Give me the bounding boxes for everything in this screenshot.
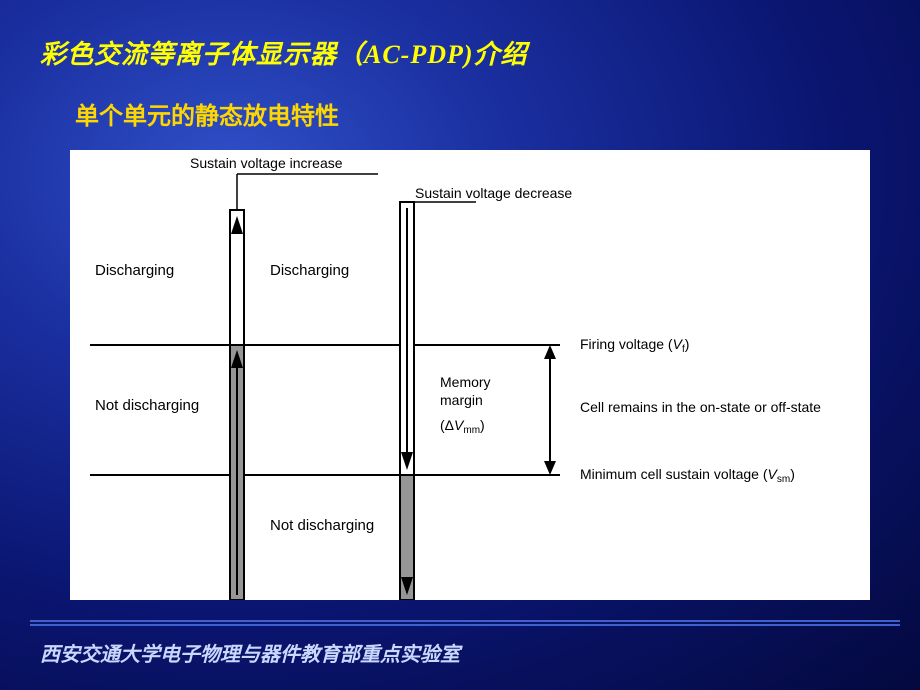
memory-margin-arrow xyxy=(544,345,556,475)
label-mm3: (ΔVmm) xyxy=(440,417,485,436)
label-top-decrease: Sustain voltage decrease xyxy=(415,185,572,201)
label-min-sustain: Minimum cell sustain voltage (Vsm) xyxy=(580,466,795,485)
slide-footer: 西安交通大学电子物理与器件教育部重点实验室 xyxy=(40,638,460,667)
label-cell-remains: Cell remains in the on-state or off-stat… xyxy=(580,399,821,415)
slide-subtitle: 单个单元的静态放电特性 xyxy=(75,96,339,131)
label-notdis-mid: Not discharging xyxy=(270,517,374,534)
divider-line-1 xyxy=(30,620,900,622)
label-notdis-left: Not discharging xyxy=(95,397,199,414)
label-discharging-mid: Discharging xyxy=(270,262,349,279)
discharge-diagram: Sustain voltage increase Sustain voltage… xyxy=(70,150,870,600)
bar-increase xyxy=(230,174,378,600)
divider-line-2 xyxy=(30,624,900,626)
label-top-increase: Sustain voltage increase xyxy=(190,155,343,171)
label-discharging-left: Discharging xyxy=(95,262,174,279)
diagram-svg: Sustain voltage increase Sustain voltage… xyxy=(70,150,870,600)
label-firing: Firing voltage (Vf) xyxy=(580,336,689,355)
label-mm2: margin xyxy=(440,392,483,408)
slide-title: 彩色交流等离子体显示器（AC-PDP)介绍 xyxy=(40,34,528,71)
label-mm1: Memory xyxy=(440,374,491,390)
